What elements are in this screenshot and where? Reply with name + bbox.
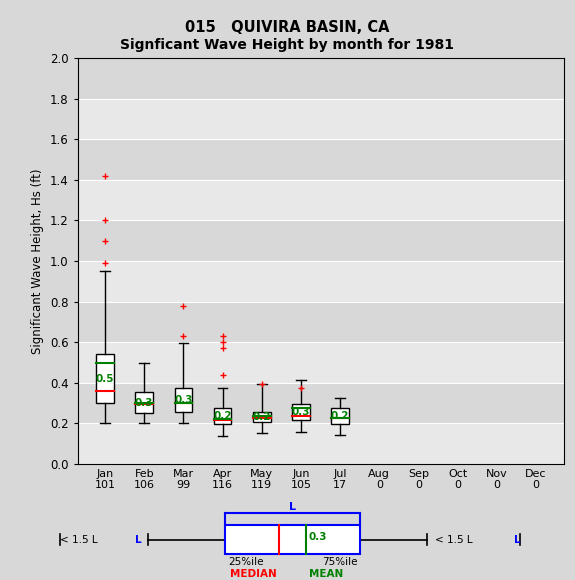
Bar — [78, 99, 564, 139]
Bar — [214, 408, 231, 425]
Text: L: L — [135, 535, 141, 545]
Bar — [253, 412, 271, 422]
Text: Signficant Wave Height by month for 1981: Signficant Wave Height by month for 1981 — [121, 38, 454, 52]
Bar — [136, 392, 153, 413]
Text: MEDIAN: MEDIAN — [230, 568, 277, 579]
Text: 0.2: 0.2 — [252, 412, 271, 422]
Bar — [175, 388, 192, 412]
Text: L: L — [289, 502, 296, 512]
Text: 25%ile: 25%ile — [228, 557, 263, 567]
Bar — [78, 180, 564, 220]
Text: < 1.5 L: < 1.5 L — [435, 535, 473, 545]
Bar — [78, 342, 564, 383]
Text: 0.3: 0.3 — [135, 398, 154, 408]
Text: 0.2: 0.2 — [331, 411, 350, 421]
Bar — [78, 220, 564, 261]
Bar — [78, 261, 564, 302]
Bar — [78, 58, 564, 99]
Bar — [78, 139, 564, 180]
Text: 015   QUIVIRA BASIN, CA: 015 QUIVIRA BASIN, CA — [185, 20, 390, 35]
Bar — [78, 383, 564, 423]
Y-axis label: Significant Wave Height, Hs (ft): Significant Wave Height, Hs (ft) — [31, 168, 44, 354]
Text: 0.3: 0.3 — [292, 407, 310, 417]
Bar — [292, 404, 310, 420]
Bar — [96, 354, 114, 403]
Text: 0.5: 0.5 — [96, 374, 114, 384]
Text: 75%ile: 75%ile — [322, 557, 358, 567]
Text: 0.2: 0.2 — [213, 411, 232, 421]
Text: L: L — [513, 535, 520, 545]
Text: 0.3: 0.3 — [309, 532, 327, 542]
Text: MEAN: MEAN — [309, 568, 343, 579]
Text: < 1.5 L: < 1.5 L — [60, 535, 97, 545]
Bar — [331, 408, 349, 425]
Text: 0.3: 0.3 — [174, 395, 193, 405]
Bar — [78, 302, 564, 342]
Bar — [225, 525, 360, 554]
Bar — [78, 423, 564, 464]
